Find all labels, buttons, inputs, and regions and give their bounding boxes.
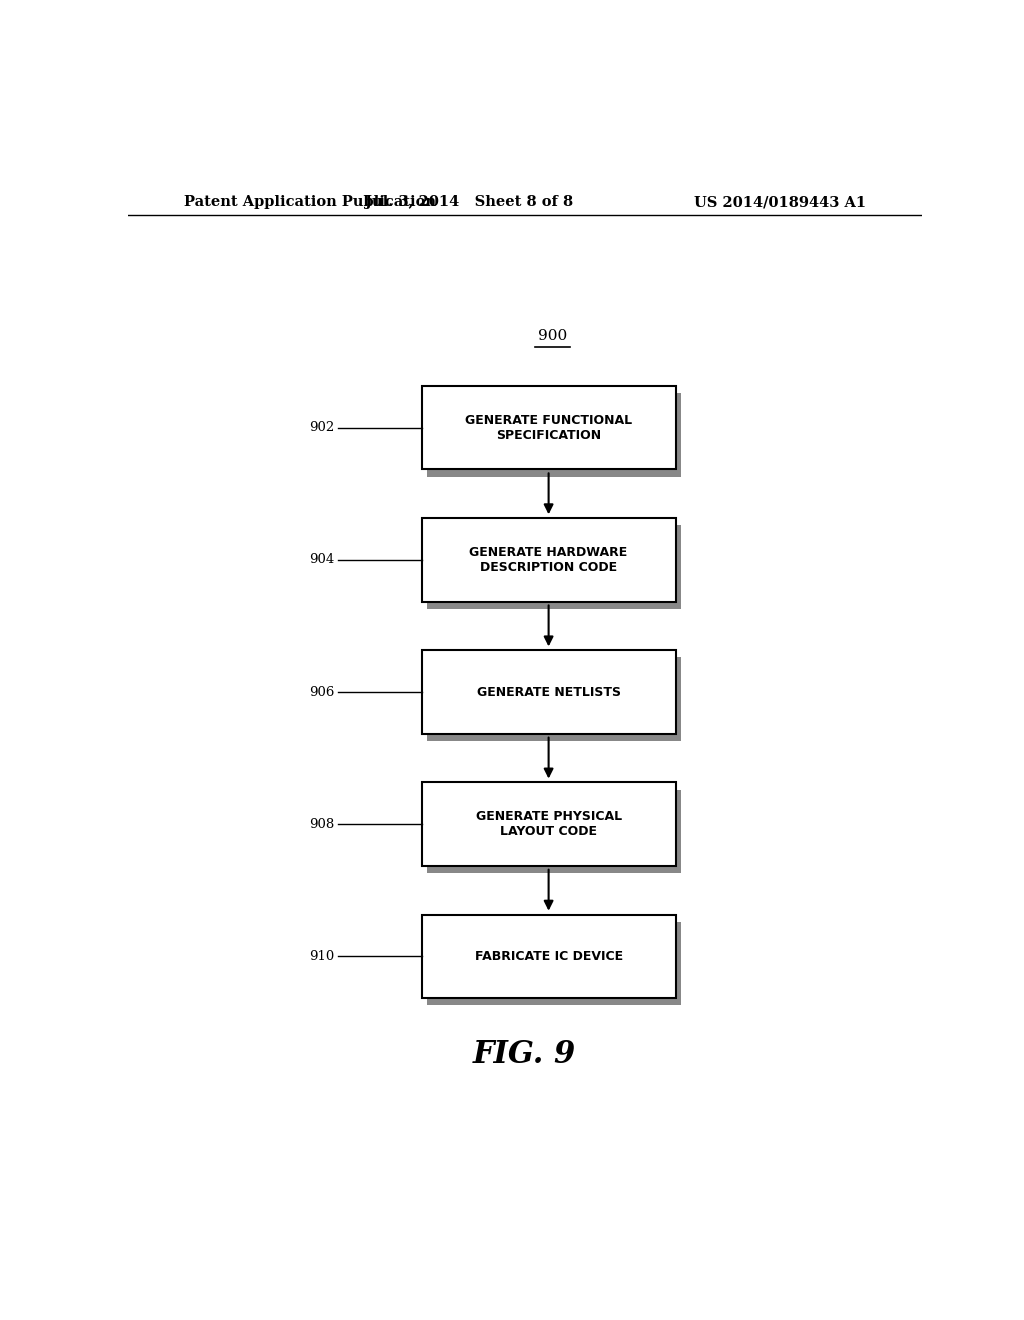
Text: GENERATE HARDWARE
DESCRIPTION CODE: GENERATE HARDWARE DESCRIPTION CODE bbox=[469, 546, 628, 574]
Text: 906: 906 bbox=[309, 685, 334, 698]
Bar bbox=[422, 385, 676, 470]
Text: 910: 910 bbox=[309, 950, 334, 962]
Text: US 2014/0189443 A1: US 2014/0189443 A1 bbox=[694, 195, 866, 209]
Bar bbox=[422, 651, 676, 734]
Bar bbox=[427, 525, 681, 609]
Bar bbox=[422, 519, 676, 602]
Bar bbox=[427, 393, 681, 477]
Text: 904: 904 bbox=[309, 553, 334, 566]
Text: Jul. 3, 2014   Sheet 8 of 8: Jul. 3, 2014 Sheet 8 of 8 bbox=[366, 195, 573, 209]
Bar bbox=[422, 783, 676, 866]
Bar bbox=[427, 789, 681, 873]
Text: GENERATE NETLISTS: GENERATE NETLISTS bbox=[476, 685, 621, 698]
Text: GENERATE PHYSICAL
LAYOUT CODE: GENERATE PHYSICAL LAYOUT CODE bbox=[475, 810, 622, 838]
Bar bbox=[422, 915, 676, 998]
Text: 902: 902 bbox=[309, 421, 334, 434]
Bar bbox=[427, 657, 681, 741]
Text: FIG. 9: FIG. 9 bbox=[473, 1039, 577, 1071]
Text: GENERATE FUNCTIONAL
SPECIFICATION: GENERATE FUNCTIONAL SPECIFICATION bbox=[465, 413, 632, 442]
Text: 900: 900 bbox=[538, 329, 567, 343]
Text: FABRICATE IC DEVICE: FABRICATE IC DEVICE bbox=[474, 950, 623, 962]
Bar bbox=[427, 921, 681, 1005]
Text: Patent Application Publication: Patent Application Publication bbox=[183, 195, 435, 209]
Text: 908: 908 bbox=[309, 817, 334, 830]
